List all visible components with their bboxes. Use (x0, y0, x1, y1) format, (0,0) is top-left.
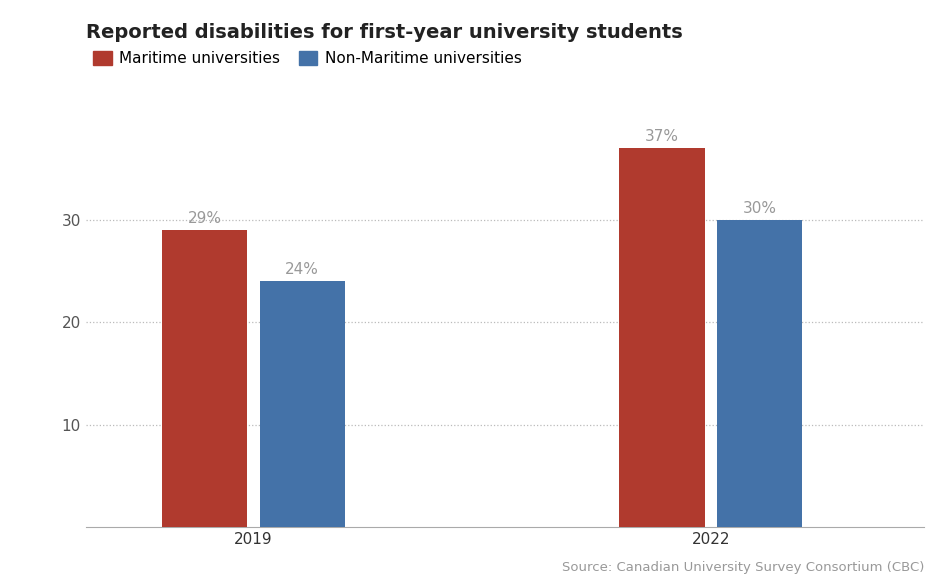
Text: Source: Canadian University Survey Consortium (CBC): Source: Canadian University Survey Conso… (562, 561, 923, 574)
Text: 29%: 29% (188, 211, 222, 226)
Text: 24%: 24% (285, 262, 319, 277)
Text: Reported disabilities for first-year university students: Reported disabilities for first-year uni… (86, 23, 682, 42)
Text: 30%: 30% (742, 200, 776, 216)
Text: 37%: 37% (645, 129, 679, 144)
Legend: Maritime universities, Non-Maritime universities: Maritime universities, Non-Maritime univ… (93, 51, 521, 66)
Bar (162, 230, 248, 527)
Bar (716, 220, 802, 527)
Bar (619, 148, 704, 527)
Bar (259, 281, 345, 527)
